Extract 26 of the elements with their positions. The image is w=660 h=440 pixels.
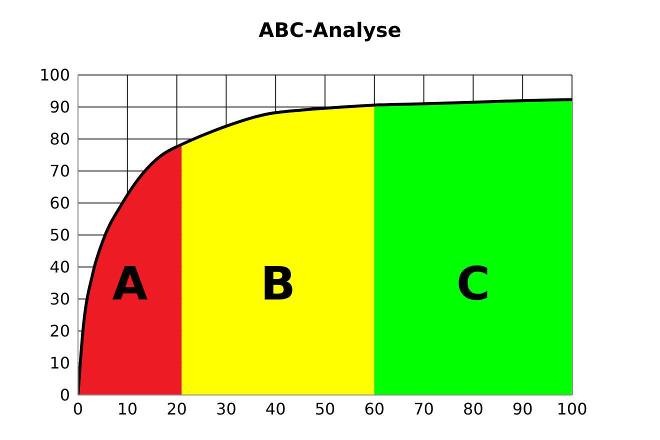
x-tick-label: 80: [463, 399, 484, 418]
y-tick-label: 80: [50, 130, 70, 149]
y-tick-label: 70: [50, 162, 70, 181]
x-tick-label: 50: [314, 399, 336, 418]
x-tick-label: 20: [166, 399, 187, 418]
y-tick-label: 90: [50, 98, 70, 117]
y-tick-label: 100: [39, 66, 70, 85]
x-tick-label: 70: [414, 399, 434, 418]
x-tick-label: 40: [265, 399, 286, 418]
chart-title: ABC-Analyse: [258, 17, 402, 44]
annotation: A: [112, 256, 148, 310]
y-tick-label: 60: [50, 194, 70, 213]
y-tick-label: 40: [50, 258, 70, 277]
annotation: C: [456, 256, 490, 310]
x-tick-label: 90: [512, 399, 533, 418]
x-tick-label: 30: [216, 399, 236, 418]
y-tick-label: 50: [50, 226, 70, 245]
y-tick-label: 10: [50, 354, 70, 373]
y-tick-label: 20: [50, 322, 70, 341]
x-tick-label: 10: [117, 399, 138, 418]
x-tick-label: 60: [364, 399, 385, 418]
y-tick-label: 30: [50, 290, 70, 309]
y-tick-label: 0: [60, 386, 70, 405]
x-tick-label: 100: [556, 399, 588, 418]
annotation: B: [260, 256, 296, 310]
x-tick-label: 0: [72, 399, 84, 418]
